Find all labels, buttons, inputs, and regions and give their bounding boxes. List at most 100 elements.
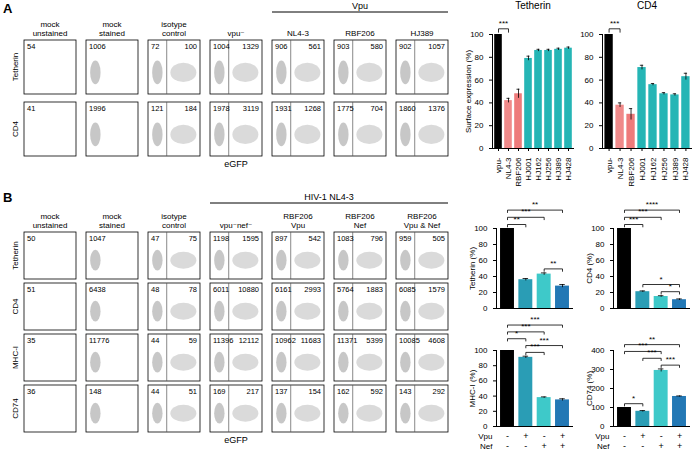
svg-text:505: 505 xyxy=(432,234,445,243)
svg-text:-: - xyxy=(623,431,626,441)
svg-text:1978: 1978 xyxy=(213,104,230,113)
svg-text:RBF206: RBF206 xyxy=(345,29,375,38)
svg-text:+: + xyxy=(677,431,682,441)
svg-text:HJ389: HJ389 xyxy=(670,157,679,181)
svg-text:isotype: isotype xyxy=(161,20,187,29)
svg-text:80: 80 xyxy=(475,53,484,62)
svg-text:35: 35 xyxy=(27,336,35,345)
svg-text:44: 44 xyxy=(151,387,159,396)
svg-text:B: B xyxy=(3,190,12,205)
svg-text:Nef: Nef xyxy=(597,442,610,451)
svg-text:100: 100 xyxy=(474,346,488,355)
svg-text:1047: 1047 xyxy=(89,234,106,243)
svg-text:-: - xyxy=(524,441,527,451)
svg-text:RBF206: RBF206 xyxy=(345,212,375,221)
svg-text:1883: 1883 xyxy=(366,285,383,294)
svg-text:A: A xyxy=(3,1,13,16)
svg-text:NL4-3: NL4-3 xyxy=(616,157,625,179)
svg-text:+: + xyxy=(523,431,528,441)
svg-text:40: 40 xyxy=(479,392,488,401)
svg-text:Tetherin: Tetherin xyxy=(11,53,20,81)
svg-text:906: 906 xyxy=(275,42,288,51)
svg-text:CD4 (%): CD4 (%) xyxy=(585,253,594,284)
svg-text:*: * xyxy=(515,329,518,338)
svg-text:6011: 6011 xyxy=(213,285,229,294)
svg-text:+: + xyxy=(640,431,645,441)
svg-text:eGFP: eGFP xyxy=(224,159,248,169)
svg-text:CD4: CD4 xyxy=(11,120,20,137)
svg-text:11396: 11396 xyxy=(213,336,233,345)
svg-text:*: * xyxy=(632,394,635,403)
svg-text:1579: 1579 xyxy=(428,285,445,294)
svg-text:169: 169 xyxy=(213,387,226,396)
svg-text:542: 542 xyxy=(308,234,321,243)
svg-text:***: *** xyxy=(647,348,656,357)
svg-text:1004: 1004 xyxy=(213,42,230,51)
svg-text:control: control xyxy=(162,221,186,230)
svg-text:**: ** xyxy=(550,259,556,268)
svg-text:60: 60 xyxy=(479,256,488,265)
svg-text:0: 0 xyxy=(600,422,605,431)
svg-text:60: 60 xyxy=(596,256,605,265)
svg-text:1931: 1931 xyxy=(275,104,292,113)
svg-text:1057: 1057 xyxy=(428,42,445,51)
svg-text:48: 48 xyxy=(151,285,159,294)
svg-text:44: 44 xyxy=(151,336,159,345)
svg-text:1268: 1268 xyxy=(304,104,321,113)
svg-text:78: 78 xyxy=(189,285,197,294)
svg-text:162: 162 xyxy=(337,387,350,396)
svg-text:Nef: Nef xyxy=(354,221,367,230)
svg-text:902: 902 xyxy=(399,42,412,51)
svg-text:12112: 12112 xyxy=(239,336,259,345)
svg-text:1006: 1006 xyxy=(89,42,106,51)
svg-text:eGFP: eGFP xyxy=(224,435,248,445)
svg-text:vpu-: vpu- xyxy=(605,157,614,173)
svg-text:47: 47 xyxy=(151,234,159,243)
svg-text:*: * xyxy=(669,282,672,291)
svg-text:292: 292 xyxy=(432,387,445,396)
svg-text:control: control xyxy=(162,29,186,38)
svg-text:****: **** xyxy=(646,200,658,209)
svg-text:+: + xyxy=(659,441,664,451)
svg-text:54: 54 xyxy=(27,42,35,51)
svg-text:HJ001: HJ001 xyxy=(524,157,533,181)
svg-text:MHC-I (%): MHC-I (%) xyxy=(468,369,477,407)
svg-text:-: - xyxy=(506,441,509,451)
svg-text:217: 217 xyxy=(246,387,259,396)
svg-text:-: - xyxy=(623,441,626,451)
svg-text:51: 51 xyxy=(27,285,35,294)
svg-text:20: 20 xyxy=(596,288,605,297)
svg-text:1198: 1198 xyxy=(213,234,229,243)
svg-text:*: * xyxy=(660,275,663,284)
svg-text:HJ256: HJ256 xyxy=(660,157,669,181)
svg-text:isotype: isotype xyxy=(161,212,187,221)
svg-text:0: 0 xyxy=(483,304,488,313)
svg-text:100: 100 xyxy=(474,224,488,233)
svg-text:***: *** xyxy=(638,341,647,350)
svg-text:10085: 10085 xyxy=(399,336,420,345)
svg-text:40: 40 xyxy=(479,272,488,281)
svg-text:stained: stained xyxy=(99,221,125,230)
svg-text:Vpu: Vpu xyxy=(478,432,492,441)
svg-text:mock: mock xyxy=(102,212,122,221)
svg-text:mock: mock xyxy=(102,20,122,29)
svg-text:51: 51 xyxy=(189,387,197,396)
svg-text:72: 72 xyxy=(151,42,159,51)
svg-text:+: + xyxy=(560,441,565,451)
svg-text:59: 59 xyxy=(189,336,197,345)
svg-text:HJ256: HJ256 xyxy=(544,157,553,181)
svg-text:3119: 3119 xyxy=(243,104,259,113)
svg-text:***: *** xyxy=(499,19,508,28)
svg-text:40: 40 xyxy=(585,98,594,107)
svg-text:75: 75 xyxy=(189,234,197,243)
svg-text:***: *** xyxy=(666,355,675,364)
svg-text:11371: 11371 xyxy=(337,336,357,345)
svg-text:0: 0 xyxy=(600,304,605,313)
svg-text:80: 80 xyxy=(596,240,605,249)
svg-text:NL4-3: NL4-3 xyxy=(287,29,309,38)
svg-text:vpu-: vpu- xyxy=(494,157,503,173)
svg-text:CD4: CD4 xyxy=(11,298,20,315)
svg-text:2993: 2993 xyxy=(304,285,321,294)
svg-text:41: 41 xyxy=(27,104,35,113)
svg-text:RBF206: RBF206 xyxy=(627,157,636,187)
